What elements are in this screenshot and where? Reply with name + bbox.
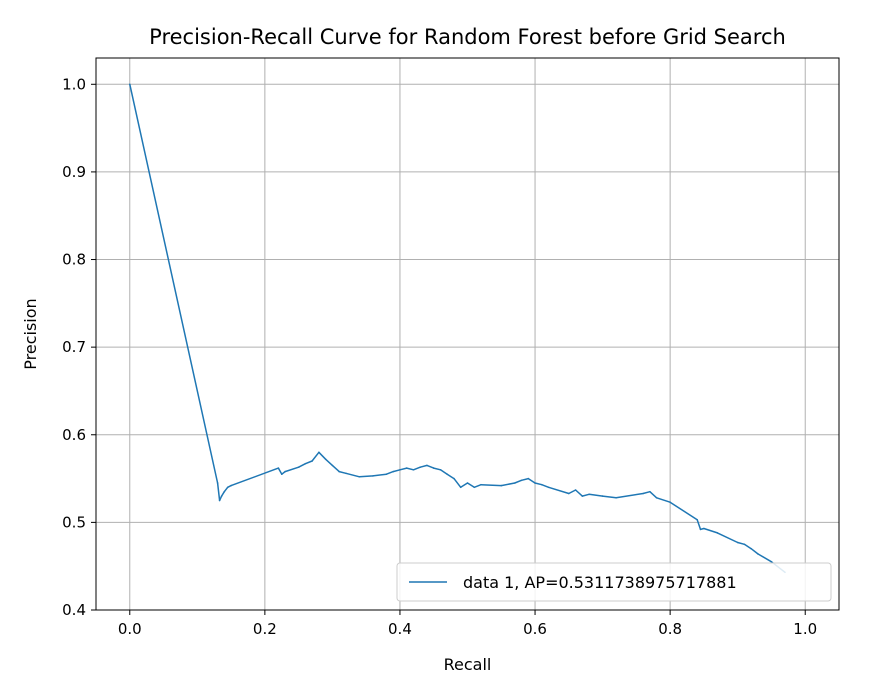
data-point — [588, 493, 590, 496]
data-point — [297, 466, 300, 469]
data-point — [649, 490, 651, 493]
axes-frame — [95, 57, 840, 611]
data-point — [615, 497, 617, 499]
data-point — [541, 483, 543, 486]
data-point — [426, 464, 428, 467]
data-point — [743, 543, 746, 546]
x-axis-title: Recall — [444, 655, 492, 674]
x-tick-label: 0.4 — [388, 620, 412, 638]
x-tick-label: 0.8 — [658, 620, 682, 638]
data-point — [574, 489, 577, 491]
data-point — [453, 477, 455, 480]
data-point — [520, 479, 523, 482]
data-point — [432, 467, 435, 469]
data-point — [750, 547, 752, 550]
data-point — [655, 497, 658, 499]
chart-title: Precision-Recall Curve for Random Forest… — [149, 25, 786, 49]
data-point — [642, 492, 644, 495]
data-point — [412, 469, 415, 471]
data-point — [419, 466, 422, 469]
data-point — [568, 492, 570, 495]
data-point — [459, 486, 462, 489]
y-tick-label: 0.7 — [62, 338, 86, 356]
data-point — [372, 475, 374, 477]
data-point — [527, 477, 530, 480]
data-point — [446, 473, 449, 476]
data-point — [601, 495, 604, 497]
legend-label: data 1, AP=0.5311738975717881 — [463, 573, 737, 592]
series-layer — [129, 83, 786, 574]
x-tick-label: 1.0 — [793, 620, 817, 638]
data-point — [230, 484, 232, 487]
data-point — [547, 486, 550, 489]
data-point — [226, 486, 229, 489]
data-point — [770, 561, 773, 563]
y-tick-label: 0.9 — [62, 163, 86, 181]
data-point — [277, 467, 280, 469]
x-tick-label: 0.0 — [118, 620, 142, 638]
data-point — [534, 482, 536, 484]
data-point — [699, 528, 702, 531]
data-point — [716, 532, 719, 534]
data-point — [736, 541, 739, 544]
data-point — [696, 519, 698, 521]
y-tick-label: 0.6 — [62, 426, 86, 444]
x-tick-label: 0.6 — [523, 620, 547, 638]
data-point — [473, 486, 476, 489]
x-tick-label: 0.2 — [253, 620, 277, 638]
data-point — [311, 460, 313, 462]
data-point — [358, 476, 361, 478]
data-point — [466, 482, 469, 484]
y-axis-title: Precision — [21, 298, 40, 369]
data-point — [318, 451, 320, 454]
data-point — [392, 470, 395, 473]
data-point — [480, 483, 482, 486]
data-point — [385, 473, 388, 476]
y-tick-label: 0.8 — [62, 251, 86, 269]
data-point — [223, 490, 226, 493]
y-tick-label: 0.4 — [62, 601, 86, 619]
data-point — [338, 470, 341, 473]
data-point — [218, 499, 221, 502]
data-point — [405, 467, 408, 469]
data-point — [281, 473, 283, 476]
data-point — [216, 482, 219, 484]
data-point — [324, 458, 327, 461]
data-point — [220, 495, 223, 497]
series-line — [129, 84, 786, 573]
axis-ticks: 0.0 0.2 0.4 0.6 0.8 1.0 0.4 0.5 0.6 0.7 0.8 0.9 1.0 — [62, 75, 817, 638]
legend: data 1, AP=0.5311738975717881 — [396, 562, 832, 602]
data-point — [439, 469, 442, 471]
y-tick-label: 0.5 — [62, 513, 86, 531]
data-point — [500, 484, 503, 487]
data-point — [304, 462, 307, 465]
data-point — [581, 495, 584, 497]
data-point — [129, 83, 131, 86]
legend-box — [396, 562, 832, 602]
data-point — [284, 470, 286, 473]
data-point — [669, 501, 671, 504]
y-tick-label: 1.0 — [62, 75, 86, 93]
data-point — [514, 482, 516, 484]
grid — [96, 58, 839, 611]
data-point — [331, 464, 334, 467]
data-point — [703, 527, 705, 530]
data-point — [345, 472, 347, 475]
data-point — [399, 469, 401, 471]
data-point — [757, 553, 759, 555]
